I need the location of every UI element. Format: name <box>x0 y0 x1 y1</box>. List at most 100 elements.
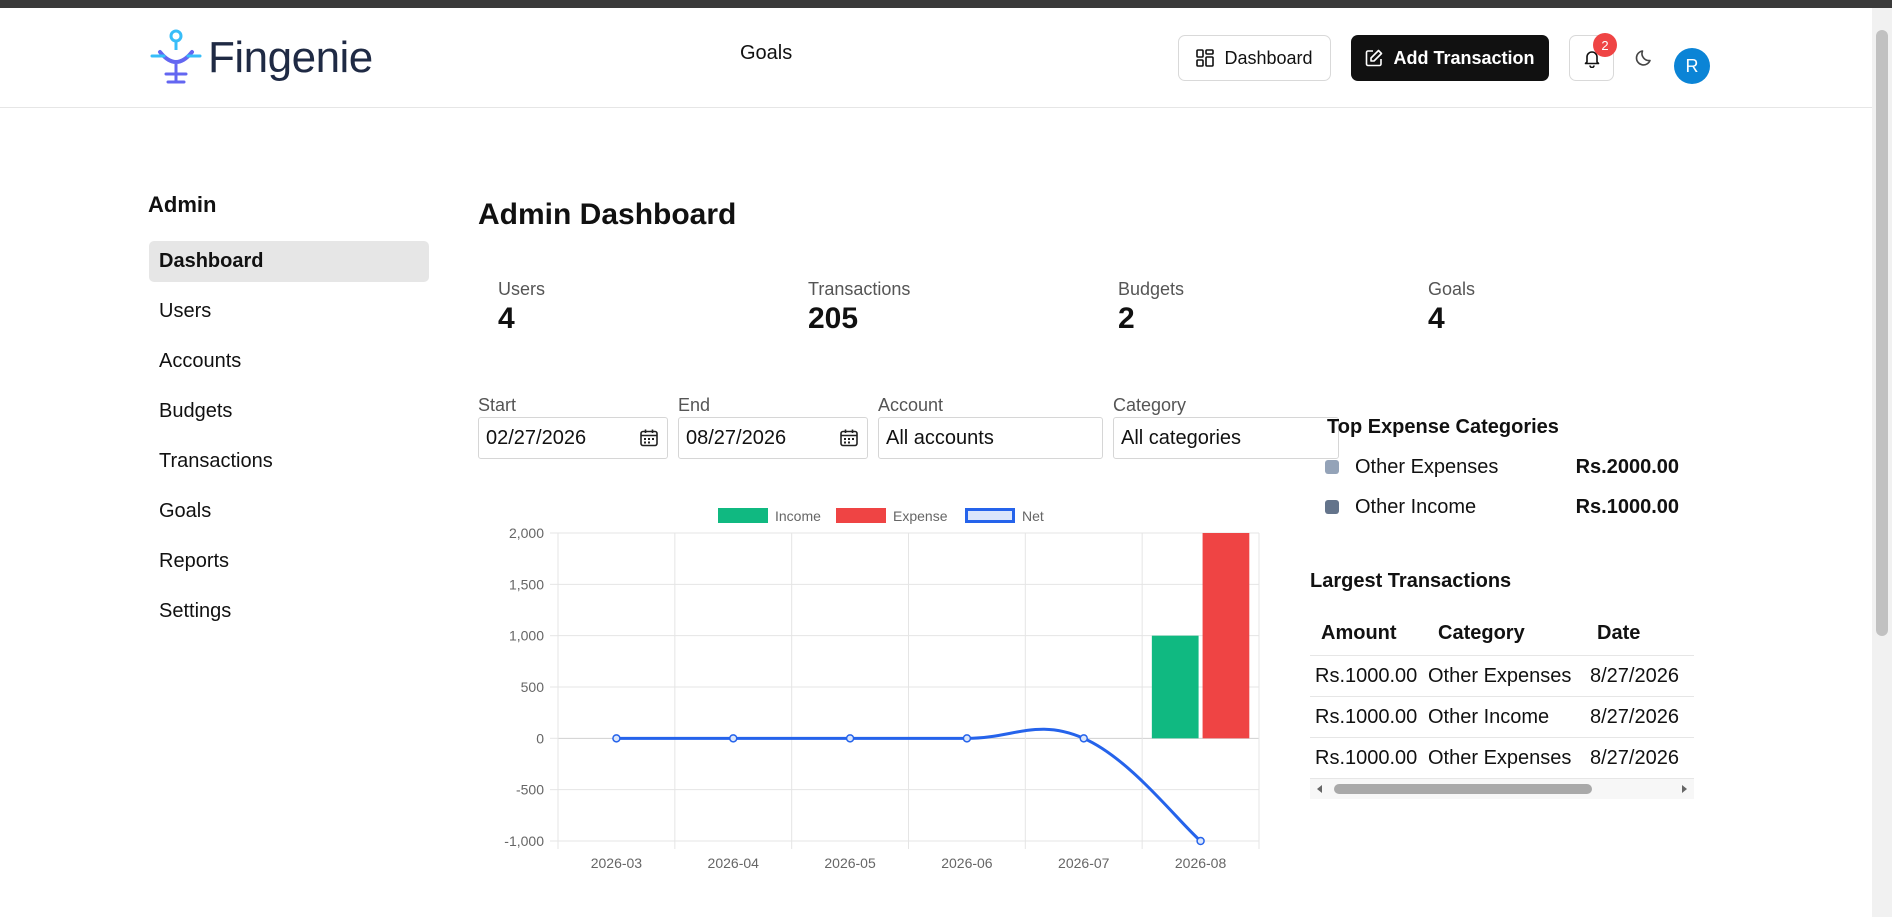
end-date-input[interactable]: 08/27/2026 <box>678 417 868 459</box>
page-title: Admin Dashboard <box>478 198 737 231</box>
top-header: Fingenie Goals Dashboard Add Transaction… <box>0 8 1872 108</box>
sidebar-item-budgets[interactable]: Budgets <box>159 400 233 422</box>
scroll-left-arrow-icon[interactable] <box>1317 785 1322 793</box>
calendar-icon[interactable] <box>839 428 859 448</box>
stat-transactions: Transactions 205 <box>808 279 910 336</box>
top-expense-name: Other Income <box>1355 495 1477 518</box>
table-horizontal-scrollbar[interactable] <box>1310 779 1694 799</box>
y-tick-label: 0 <box>536 730 544 746</box>
end-date-value: 08/27/2026 <box>686 426 787 449</box>
grid-icon <box>1196 49 1215 67</box>
line-net <box>616 727 1202 843</box>
table-header: Amount Category Date <box>1310 612 1694 656</box>
edit-icon <box>1366 49 1383 67</box>
dashboard-button-label: Dashboard <box>1224 47 1313 68</box>
cell-date: 8/27/2026 <box>1590 746 1679 769</box>
start-date-input[interactable]: 02/27/2026 <box>478 417 668 459</box>
legend-label: Income <box>775 508 821 524</box>
y-tick-label: 1,000 <box>509 628 544 644</box>
notification-count-badge: 2 <box>1593 33 1617 57</box>
y-tick-label: 500 <box>521 679 545 695</box>
stat-users-label: Users <box>498 279 546 299</box>
cell-category: Other Income <box>1428 705 1550 728</box>
legend-swatch <box>1325 500 1339 514</box>
legend-label: Net <box>1022 508 1044 524</box>
sidebar-item-users[interactable]: Users <box>159 300 212 322</box>
cell-category: Other Expenses <box>1428 746 1572 769</box>
largest-transactions-title: Largest Transactions <box>1310 570 1512 592</box>
stat-transactions-value: 205 <box>808 302 859 335</box>
point-net <box>845 734 855 743</box>
point-net <box>612 734 621 743</box>
user-avatar[interactable]: R <box>1674 48 1710 84</box>
top-expense-value: Rs.2000.00 <box>1575 455 1679 478</box>
y-tick-label: -500 <box>516 782 544 798</box>
stat-goals-label: Goals <box>1428 279 1476 299</box>
income-expense-chart: 2,000 1,500 1,000 500 0 -500 -1,000 2026-03 2026… <box>504 508 1260 871</box>
x-tick-label: 2026-06 <box>941 855 993 871</box>
scrollbar-thumb[interactable] <box>1334 784 1592 794</box>
cell-date: 8/27/2026 <box>1590 664 1679 687</box>
category-filter-select[interactable]: All categories <box>1113 417 1339 459</box>
largest-transactions-table: Amount Category Date Rs.1000.00 Other Ex… <box>1310 612 1694 792</box>
legend-swatch <box>965 508 1015 523</box>
y-tick-label: -1,000 <box>504 833 544 849</box>
nav-goals-link[interactable]: Goals <box>740 42 793 64</box>
legend-swatch <box>836 508 886 523</box>
page-scrollbar-thumb[interactable] <box>1876 30 1888 636</box>
dashboard-button[interactable]: Dashboard <box>1178 35 1331 81</box>
top-expense-name: Other Expenses <box>1355 455 1499 478</box>
cell-category: Other Expenses <box>1428 664 1572 687</box>
page-vertical-scrollbar[interactable] <box>1872 8 1892 917</box>
cell-amount: Rs.1000.00 <box>1315 705 1418 728</box>
bell-icon <box>1584 51 1599 68</box>
sidebar-item-dashboard[interactable]: Dashboard <box>149 241 429 282</box>
y-tick-label: 2,000 <box>509 525 544 541</box>
stat-goals: Goals 4 <box>1428 279 1475 336</box>
sidebar-title: Admin <box>148 192 217 217</box>
x-tick-label: 2026-07 <box>1058 855 1110 871</box>
calendar-icon[interactable] <box>639 428 659 448</box>
point-net <box>962 734 972 743</box>
legend-label: Expense <box>893 508 948 524</box>
column-header-date[interactable]: Date <box>1597 622 1641 644</box>
scroll-right-arrow-icon[interactable] <box>1682 785 1687 793</box>
start-date-value: 02/27/2026 <box>486 426 587 449</box>
category-filter-label: Category <box>1113 395 1187 415</box>
sidebar-item-settings[interactable]: Settings <box>159 600 232 622</box>
sidebar-item-accounts[interactable]: Accounts <box>159 350 242 372</box>
column-header-category[interactable]: Category <box>1438 622 1525 644</box>
stat-budgets: Budgets 2 <box>1118 279 1184 336</box>
table-row[interactable]: Rs.1000.00 Other Expenses 8/27/2026 <box>1310 656 1694 697</box>
legend-swatch <box>1325 460 1339 474</box>
brand-name: Fingenie <box>208 33 373 82</box>
brand-logo[interactable]: Fingenie <box>150 28 373 88</box>
moon-icon <box>1635 50 1651 66</box>
stat-budgets-value: 2 <box>1118 302 1135 335</box>
add-transaction-button[interactable]: Add Transaction <box>1351 35 1549 81</box>
stat-transactions-label: Transactions <box>808 279 911 299</box>
column-header-amount[interactable]: Amount <box>1321 622 1397 644</box>
top-expense-title: Top Expense Categories <box>1327 416 1559 438</box>
account-filter-select[interactable]: All accounts <box>878 417 1103 459</box>
cell-amount: Rs.1000.00 <box>1315 746 1418 769</box>
y-tick-label: 1,500 <box>509 576 544 592</box>
sidebar-item-reports[interactable]: Reports <box>159 550 230 572</box>
sidebar-item-goals[interactable]: Goals <box>159 500 212 522</box>
table-row[interactable]: Rs.1000.00 Other Income 8/27/2026 <box>1310 697 1694 738</box>
end-date-label: End <box>678 395 711 415</box>
x-tick-label: 2026-08 <box>1175 855 1227 871</box>
sidebar-item-transactions[interactable]: Transactions <box>159 450 273 472</box>
browser-top-strip <box>0 0 1892 8</box>
point-net <box>729 734 738 743</box>
stat-goals-value: 4 <box>1428 302 1445 335</box>
genie-lamp-icon <box>150 29 202 84</box>
theme-toggle[interactable] <box>1632 45 1658 71</box>
top-expense-item: Other Income Rs.1000.00 <box>1325 492 1679 522</box>
bar-income <box>1151 635 1199 739</box>
cell-amount: Rs.1000.00 <box>1315 664 1418 687</box>
top-expense-value: Rs.1000.00 <box>1575 495 1679 518</box>
add-transaction-label: Add Transaction <box>1393 47 1535 68</box>
bar-expense <box>1202 533 1250 739</box>
table-row[interactable]: Rs.1000.00 Other Expenses 8/27/2026 <box>1310 738 1694 779</box>
